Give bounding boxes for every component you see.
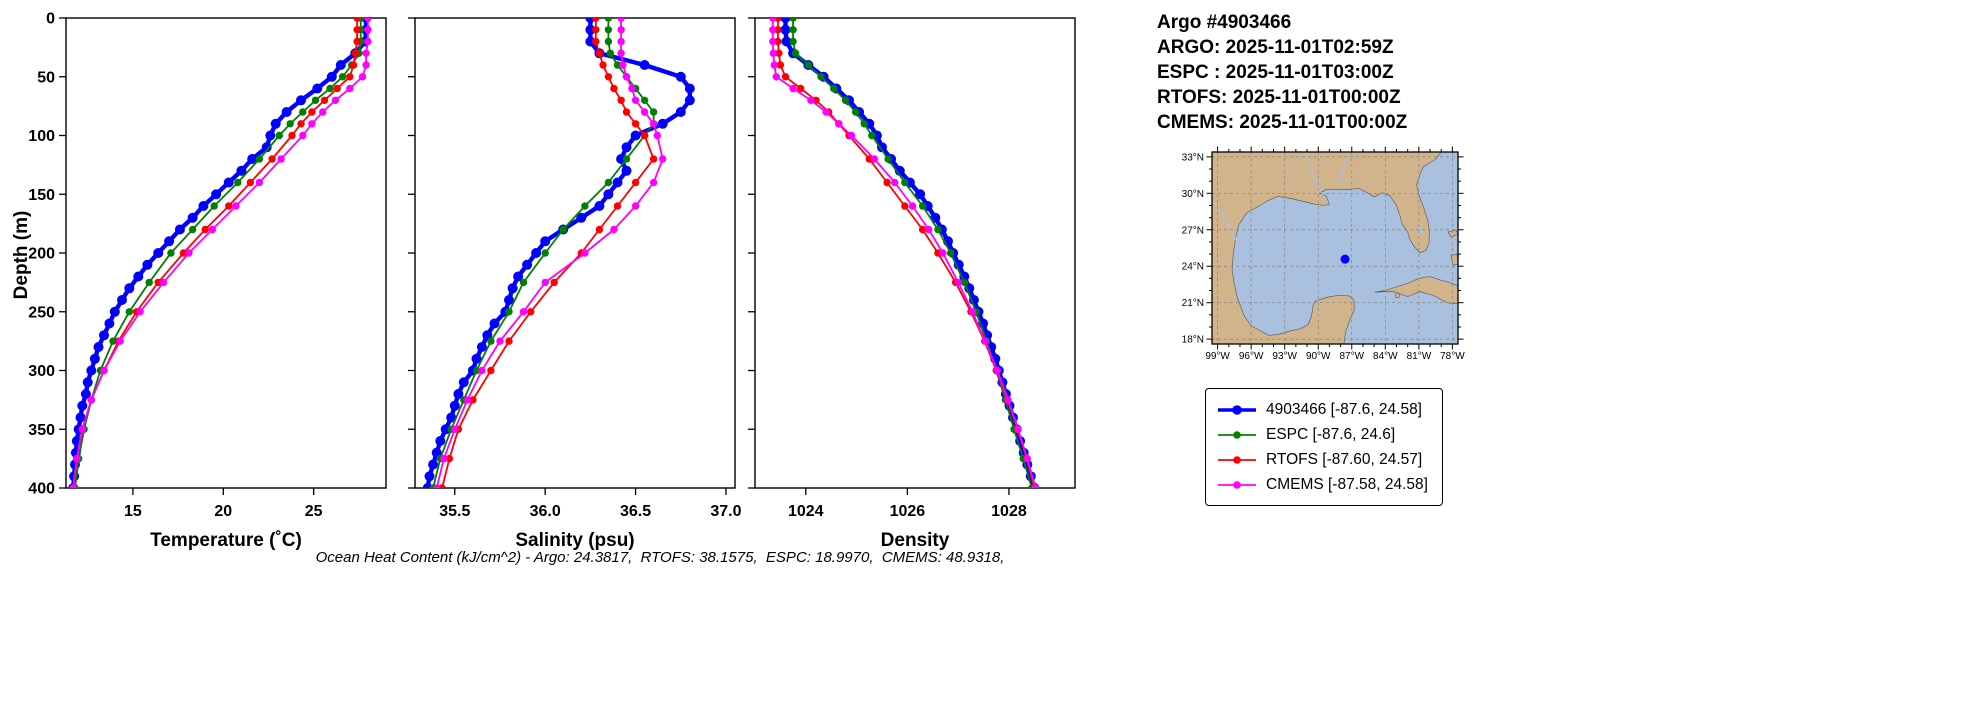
svg-text:100: 100 xyxy=(28,128,55,145)
density-panel: 1024 1026 1028 Density xyxy=(748,17,1076,551)
temperature-panel: 0 50 100 150 200 250 300 350 400 15 20 25Temperatur… xyxy=(28,11,387,551)
svg-text:25: 25 xyxy=(305,503,323,520)
svg-text:81°W: 81°W xyxy=(1407,351,1432,362)
svg-text:15: 15 xyxy=(124,503,142,520)
svg-text:50: 50 xyxy=(37,69,55,86)
x-ticks: 1024 1026 1028 xyxy=(788,488,1027,520)
cmems-profile-line xyxy=(771,18,1037,488)
svg-text:400: 400 xyxy=(28,481,55,498)
svg-text:21°N: 21°N xyxy=(1182,298,1204,309)
legend-marker-rtofs xyxy=(1218,455,1256,464)
svg-text:20: 20 xyxy=(214,503,232,520)
svg-text:33°N: 33°N xyxy=(1182,152,1204,163)
map-border xyxy=(1211,151,1459,345)
map-river-mississippi xyxy=(1306,151,1328,204)
map-gridlines xyxy=(1212,152,1458,344)
svg-text:1026: 1026 xyxy=(890,503,926,520)
x-axis-label: Salinity (psu) xyxy=(515,530,634,551)
legend-item: RTOFS [-87.60, 24.57] xyxy=(1216,447,1428,472)
y-ticks: 0 50 100 150 200 250 300 350 400 xyxy=(28,11,66,498)
legend-label: RTOFS [-87.60, 24.57] xyxy=(1266,450,1423,468)
svg-text:87°W: 87°W xyxy=(1339,351,1364,362)
header-line: CMEMS: 2025-11-01T00:00Z xyxy=(1157,112,1408,133)
svg-text:37.0: 37.0 xyxy=(710,503,741,520)
svg-text:1028: 1028 xyxy=(991,503,1027,520)
x-axis-label: Temperature (˚C) xyxy=(150,530,302,551)
argo-markers xyxy=(422,18,695,488)
svg-text:300: 300 xyxy=(28,363,55,380)
espc-markers xyxy=(789,18,1036,488)
argo-markers xyxy=(68,18,372,488)
legend-marker-argo xyxy=(1218,404,1256,415)
y-ticks xyxy=(748,17,755,489)
ohc-footnote: Ocean Heat Content (kJ/cm^2) - Argo: 24.… xyxy=(315,549,1005,566)
svg-text:36.0: 36.0 xyxy=(530,503,561,520)
x-axis-label: Density xyxy=(881,530,950,551)
argo-profile-line xyxy=(783,18,1037,488)
legend-label: ESPC [-87.6, 24.6] xyxy=(1266,425,1396,443)
header-title: Argo #4903466 xyxy=(1157,12,1292,33)
legend: 4903466 [-87.6, 24.58] ESPC [-87.6, 24.6]… xyxy=(1205,388,1443,506)
svg-text:150: 150 xyxy=(28,187,55,204)
header-line: ESPC : 2025-11-01T03:00Z xyxy=(1157,62,1394,83)
cmems-markers xyxy=(433,18,667,488)
x-ticks: 15 20 25 xyxy=(124,488,323,520)
svg-text:350: 350 xyxy=(28,422,55,439)
svg-text:35.5: 35.5 xyxy=(439,503,470,520)
legend-label: CMEMS [-87.58, 24.58] xyxy=(1266,475,1428,493)
argo-profile-line xyxy=(425,18,692,488)
x-ticks: 35.5 36.0 36.5 37.0 xyxy=(439,488,742,520)
svg-text:18°N: 18°N xyxy=(1182,335,1204,346)
legend-item: CMEMS [-87.58, 24.58] xyxy=(1216,472,1428,497)
header-line: ARGO: 2025-11-01T02:59Z xyxy=(1157,37,1394,58)
rtofs-markers xyxy=(774,18,1039,488)
legend-marker-cmems xyxy=(1218,480,1256,489)
svg-text:0: 0 xyxy=(46,11,55,28)
legend-label: 4903466 [-87.6, 24.58] xyxy=(1266,400,1422,418)
gulf-map: 33°N 30°N 27°N 24°N 21°N 18°N99°W 96°W 93°W 90°W… xyxy=(1182,146,1466,362)
svg-text:90°W: 90°W xyxy=(1306,351,1331,362)
svg-text:200: 200 xyxy=(28,246,55,263)
svg-text:99°W: 99°W xyxy=(1205,351,1230,362)
map-river-rio-grande xyxy=(1211,198,1239,244)
map-lake-okeechobee xyxy=(1416,227,1423,234)
argo-markers xyxy=(780,18,1040,488)
svg-text:84°W: 84°W xyxy=(1373,351,1398,362)
rtofs-profile-line xyxy=(777,18,1036,488)
float-marker xyxy=(1340,254,1350,264)
map-land-isla-juventud xyxy=(1395,292,1401,298)
legend-marker-espc xyxy=(1218,430,1256,439)
espc-profile-line xyxy=(792,18,1033,488)
svg-text:78°W: 78°W xyxy=(1440,351,1465,362)
map-river-alabama xyxy=(1340,151,1347,187)
svg-text:250: 250 xyxy=(28,304,55,321)
svg-text:30°N: 30°N xyxy=(1182,189,1204,200)
y-ticks xyxy=(408,17,415,489)
svg-text:27°N: 27°N xyxy=(1182,225,1204,236)
svg-text:24°N: 24°N xyxy=(1182,262,1204,273)
map-land-north-america xyxy=(1211,151,1442,345)
cmems-profile-line xyxy=(72,18,369,488)
cmems-markers xyxy=(69,18,372,488)
rtofs-markers xyxy=(438,18,658,488)
salinity-panel: 35.5 36.0 36.5 37.0 Salinity (psu) xyxy=(408,17,742,551)
svg-text:1024: 1024 xyxy=(788,503,824,520)
float-header: Argo #4903466 ARGO: 2025-11-01T02:59Z ESPC… xyxy=(1157,10,1407,135)
svg-text:36.5: 36.5 xyxy=(620,503,651,520)
svg-text:96°W: 96°W xyxy=(1239,351,1264,362)
svg-text:93°W: 93°W xyxy=(1272,351,1297,362)
map-tick-labels: 33°N 30°N 27°N 24°N 21°N 18°N99°W 96°W 93°W 90°W… xyxy=(1182,152,1466,362)
legend-item: 4903466 [-87.6, 24.58] xyxy=(1216,397,1428,422)
legend-item: ESPC [-87.6, 24.6] xyxy=(1216,422,1428,447)
header-line: RTOFS: 2025-11-01T00:00Z xyxy=(1157,87,1401,108)
cmems-markers xyxy=(769,18,1040,488)
